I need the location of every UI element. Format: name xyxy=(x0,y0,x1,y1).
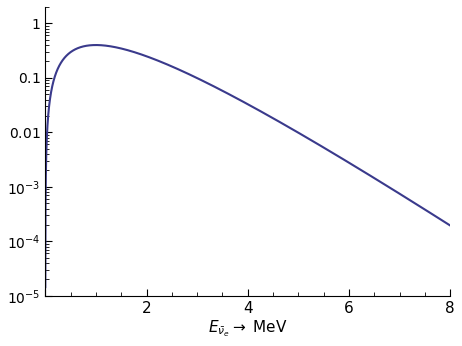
X-axis label: $E_{\bar{\nu}_e} \rightarrow$ MeV: $E_{\bar{\nu}_e} \rightarrow$ MeV xyxy=(208,318,287,339)
